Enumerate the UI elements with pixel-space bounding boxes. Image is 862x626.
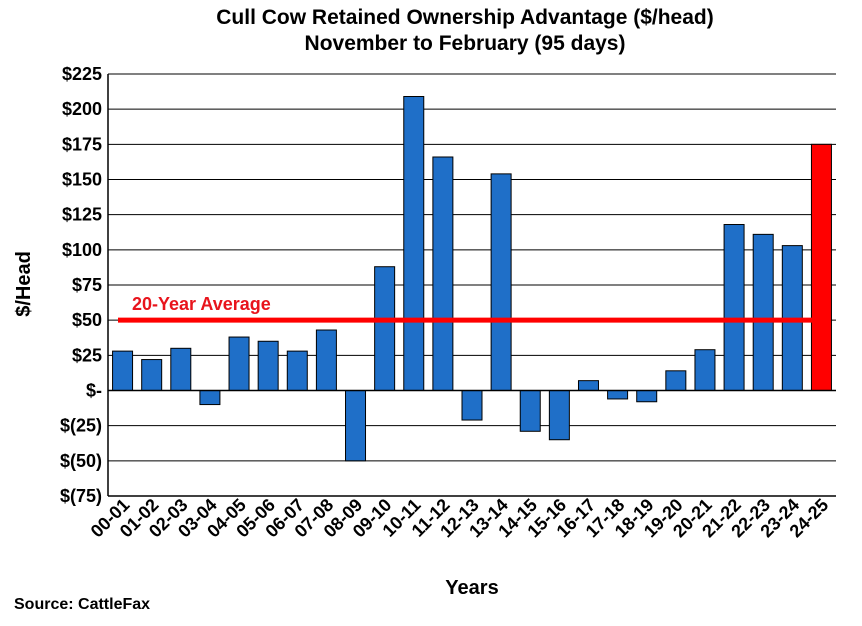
x-axis-title: Years	[445, 577, 498, 599]
bar	[112, 350, 134, 392]
y-tick-label: $-	[86, 381, 102, 401]
bar	[257, 340, 279, 391]
bar	[403, 96, 425, 392]
bar	[432, 156, 454, 391]
bar	[694, 349, 716, 391]
axes	[107, 74, 836, 497]
y-tick-label: $(25)	[60, 416, 102, 436]
bar	[665, 370, 687, 392]
y-tick-label: $75	[72, 275, 102, 295]
bar	[228, 336, 250, 391]
reference-line-group: 20-Year Average	[118, 294, 826, 323]
bar	[810, 143, 832, 391]
x-tick-labels: 00-0101-0202-0303-0404-0505-0606-0707-08…	[87, 495, 833, 542]
y-tick-label: $150	[62, 170, 102, 190]
chart-title: Cull Cow Retained Ownership Advantage ($…	[216, 6, 714, 29]
bar	[577, 380, 599, 391]
bar	[199, 390, 221, 406]
bar	[170, 347, 192, 391]
bar	[461, 390, 483, 421]
bar	[490, 173, 512, 391]
bar	[519, 390, 541, 432]
y-tick-label: $175	[62, 134, 102, 154]
y-tick-labels: $225 $200 $175 $150 $125 $100 $75 $50 $25 $- $(25)…	[60, 64, 102, 506]
source-note: Source: CattleFax	[14, 596, 151, 613]
reference-line-label: 20-Year Average	[132, 294, 271, 314]
y-tick-label: $50	[72, 310, 102, 330]
y-tick-label: $100	[62, 240, 102, 260]
y-axis-title: $/Head	[13, 251, 35, 317]
bar	[607, 390, 629, 400]
bar	[636, 390, 658, 403]
y-tick-label: $(75)	[60, 486, 102, 506]
bar	[548, 390, 570, 441]
chart-subtitle: November to February (95 days)	[304, 32, 626, 55]
bar	[374, 266, 396, 392]
y-tick-label: $225	[62, 64, 102, 84]
bar	[752, 233, 774, 391]
bar	[286, 350, 308, 392]
bar	[315, 329, 337, 392]
y-tick-label: $200	[62, 99, 102, 119]
bar	[723, 224, 745, 391]
bar	[345, 390, 367, 462]
bars	[112, 96, 832, 462]
y-tick-label: $125	[62, 205, 102, 225]
bar	[141, 359, 163, 392]
y-tick-label: $25	[72, 345, 102, 365]
y-tick-label: $(50)	[60, 451, 102, 471]
